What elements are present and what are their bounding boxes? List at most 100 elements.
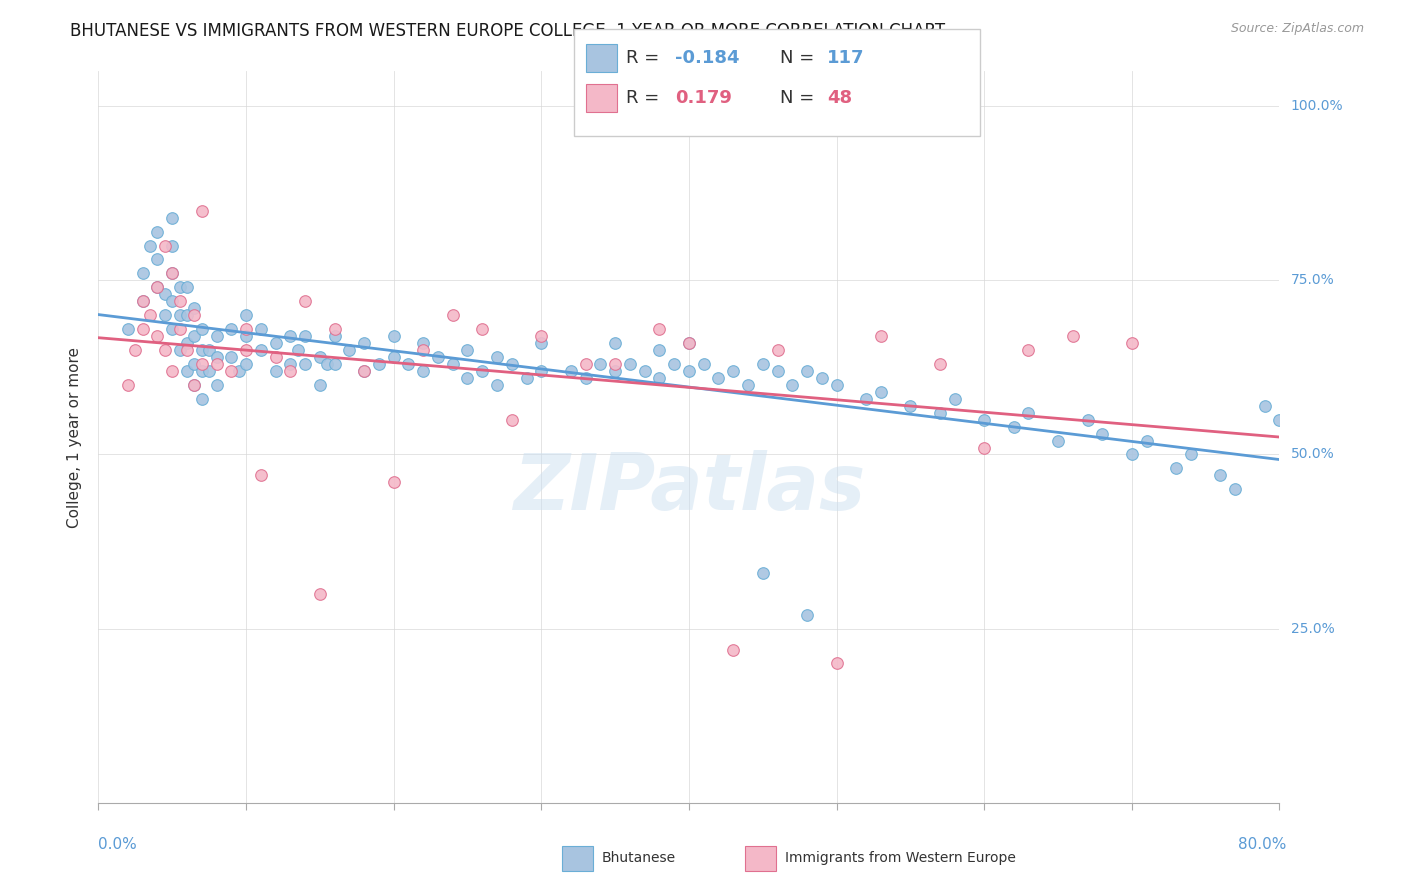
Text: -0.184: -0.184 — [675, 49, 740, 67]
Point — [368, 357, 391, 371]
Point — [751, 566, 773, 580]
Point — [264, 350, 287, 364]
Point — [183, 357, 205, 371]
Point — [501, 412, 523, 426]
Point — [219, 364, 242, 378]
Point — [678, 336, 700, 351]
Text: 100.0%: 100.0% — [1291, 99, 1343, 113]
Point — [146, 252, 169, 267]
Point — [869, 384, 891, 399]
Point — [316, 357, 339, 371]
Text: R =: R = — [626, 49, 665, 67]
Point — [250, 322, 273, 336]
Point — [855, 392, 877, 406]
Point — [605, 364, 627, 378]
Point — [973, 412, 995, 426]
Point — [530, 364, 553, 378]
Point — [619, 357, 641, 371]
Point — [574, 371, 596, 385]
Text: 0.0%: 0.0% — [98, 837, 138, 852]
Point — [294, 329, 316, 343]
Point — [117, 377, 139, 392]
Point — [183, 377, 205, 392]
Point — [176, 280, 198, 294]
Point — [162, 266, 183, 280]
Point — [294, 294, 316, 309]
Point — [530, 336, 553, 351]
Point — [928, 406, 950, 420]
Point — [250, 468, 273, 483]
Point — [146, 225, 169, 239]
Point — [169, 308, 191, 322]
Point — [264, 364, 287, 378]
Point — [737, 377, 759, 392]
Point — [117, 322, 139, 336]
Point — [337, 343, 360, 357]
Point — [471, 322, 494, 336]
Point — [183, 377, 205, 392]
Text: 50.0%: 50.0% — [1291, 448, 1334, 461]
Point — [235, 329, 257, 343]
Point — [153, 238, 176, 252]
Point — [191, 357, 214, 371]
Point — [198, 343, 221, 357]
Point — [412, 364, 434, 378]
Point — [235, 308, 257, 322]
Point — [1017, 343, 1039, 357]
Point — [1135, 434, 1157, 448]
Text: Source: ZipAtlas.com: Source: ZipAtlas.com — [1230, 22, 1364, 36]
Point — [146, 280, 169, 294]
Point — [441, 308, 464, 322]
Point — [1121, 448, 1143, 462]
Point — [191, 203, 214, 218]
Point — [1209, 468, 1232, 483]
Text: 25.0%: 25.0% — [1291, 622, 1334, 636]
Point — [441, 357, 464, 371]
Point — [825, 657, 848, 671]
Point — [530, 329, 553, 343]
Point — [309, 587, 332, 601]
Point — [456, 343, 478, 357]
Point — [132, 294, 155, 309]
Point — [560, 364, 582, 378]
Point — [205, 357, 228, 371]
Point — [664, 357, 686, 371]
Point — [169, 322, 191, 336]
Point — [176, 336, 198, 351]
Point — [353, 336, 375, 351]
Text: BHUTANESE VS IMMIGRANTS FROM WESTERN EUROPE COLLEGE, 1 YEAR OR MORE CORRELATION : BHUTANESE VS IMMIGRANTS FROM WESTERN EUR… — [70, 22, 945, 40]
Text: Bhutanese: Bhutanese — [602, 851, 676, 865]
Point — [382, 329, 405, 343]
Point — [169, 294, 191, 309]
Point — [278, 364, 302, 378]
Point — [825, 377, 848, 392]
Point — [191, 392, 214, 406]
Text: 48: 48 — [827, 89, 852, 107]
Point — [278, 357, 302, 371]
Point — [869, 329, 891, 343]
Point — [146, 329, 169, 343]
Text: 0.179: 0.179 — [675, 89, 731, 107]
Point — [205, 350, 228, 364]
Point — [766, 343, 789, 357]
Point — [928, 357, 950, 371]
Point — [605, 357, 627, 371]
Point — [162, 364, 183, 378]
Point — [973, 441, 995, 455]
Text: N =: N = — [780, 89, 820, 107]
Point — [176, 343, 198, 357]
Point — [707, 371, 730, 385]
Point — [162, 238, 183, 252]
Point — [219, 350, 242, 364]
Point — [1180, 448, 1202, 462]
Point — [162, 294, 183, 309]
Point — [169, 343, 191, 357]
Point — [486, 377, 509, 392]
Point — [153, 287, 176, 301]
Point — [169, 280, 191, 294]
Point — [191, 364, 214, 378]
Point — [264, 336, 287, 351]
Point — [396, 357, 419, 371]
Point — [648, 371, 671, 385]
Point — [412, 336, 434, 351]
